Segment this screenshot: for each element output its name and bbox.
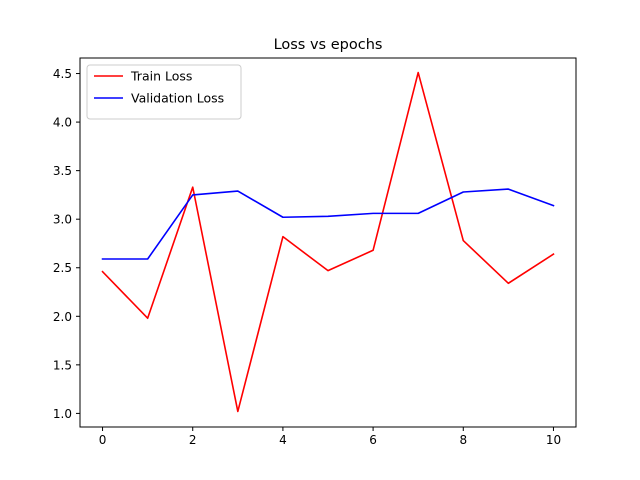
x-tick-label: 0 (99, 433, 107, 447)
legend-label-0: Train Loss (130, 69, 192, 84)
x-tick-label: 4 (279, 433, 287, 447)
x-tick-label: 10 (546, 433, 561, 447)
y-tick-label: 1.5 (53, 358, 72, 372)
y-tick-label: 2.0 (53, 310, 72, 324)
x-tick-label: 6 (369, 433, 377, 447)
y-tick-label: 1.0 (53, 407, 72, 421)
axes-frame (79, 57, 577, 428)
y-tick-label: 4.0 (53, 116, 72, 130)
legend-label-1: Validation Loss (131, 91, 224, 106)
y-tick-label: 3.0 (53, 213, 72, 227)
plot-area: 0 2 4 6 8 10 1.0 1.5 2.0 2.5 3.0 3.5 4.0 4.5 (53, 57, 577, 447)
y-tick-label: 3.5 (53, 164, 72, 178)
series-line-0 (101, 71, 555, 413)
legend-box (86, 64, 242, 120)
x-tick-label: 2 (189, 433, 197, 447)
series-line-1 (101, 188, 555, 260)
legend: Train Loss Validation Loss (86, 64, 242, 120)
chart-title: Loss vs epochs (274, 37, 383, 53)
x-tick-label: 8 (459, 433, 467, 447)
y-tick-label: 2.5 (53, 261, 72, 275)
y-tick-label: 4.5 (53, 67, 72, 81)
